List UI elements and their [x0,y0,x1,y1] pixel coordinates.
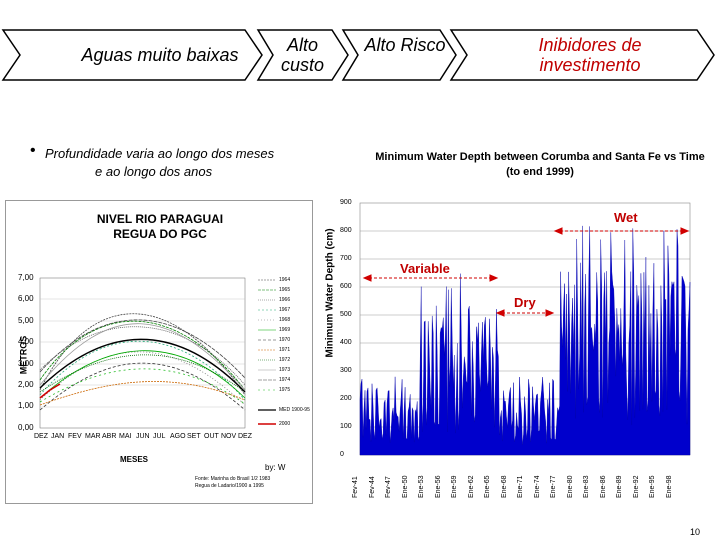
left-chart-footnote-1: Fonte: Marinha do Brasil 1/2 1983 [195,476,271,482]
chevron-shape-4 [449,29,715,81]
right-ytick: 900 [340,199,352,206]
left-series-1968 [39,351,246,406]
left-series-curves [39,313,246,411]
left-ytick: 4,00 [18,337,34,347]
page-number: 10 [690,527,701,537]
left-legend-entry: 1974 [279,377,291,383]
chevron-label-1: Aguas muito baixas [81,45,239,65]
left-xtick: DEZ [34,433,48,440]
left-series-1965 [39,320,246,391]
left-legend-entry: 1968 [279,317,291,323]
left-chart-title: NIVEL RIO PARAGUAI REGUA DO PGC [70,212,250,242]
right-ytick: 800 [340,227,352,234]
left-xtick: FEV [68,433,82,440]
right-chart-title-2: (to end 1999) [506,166,574,178]
left-xtick: NOV [221,433,237,440]
left-series-1972 [39,354,246,393]
annotation-arrows [362,227,690,317]
bullet-dot: • [30,142,36,159]
left-chart-xlabel: MESES [120,455,149,464]
left-ytick: 0,00 [18,422,34,432]
left-chart-title-1: NIVEL RIO PARAGUAI [96,212,224,226]
left-series-med [39,338,246,393]
left-xtick: JUL [153,433,166,440]
left-legend-entry: 1969 [279,327,291,333]
chevron-shape-1 [1,29,263,81]
left-chart-byline: by: W [265,463,286,472]
right-ytick: 400 [340,339,352,346]
right-chart-title: Minimum Water Depth between Corumba and … [370,150,710,180]
left-series-1969 [39,350,246,399]
left-series-1970 [39,362,246,411]
left-series-1971 [39,381,246,406]
left-legend-entry: MED 1900-95 [279,407,310,413]
bullet-line-1: Profundidade varia ao longo dos meses [45,146,275,161]
chevron-label-2: Alto custo [280,35,325,75]
header-chevron-bar [1,29,715,81]
right-ytick: 300 [340,367,352,374]
right-ytick: 500 [340,311,352,318]
left-xtick: AGO [170,433,186,440]
right-ytick: 700 [340,255,352,262]
left-xtick: ABR [102,433,117,440]
left-legend-entry: 1975 [279,387,291,393]
left-ytick: 1,00 [18,401,34,411]
left-ytick: 7,00 [18,273,34,282]
chevron-label-3: Alto Risco [364,35,446,55]
depth-area-series [359,225,691,456]
left-chart-footnote: Fonte: Marinha do Brasil 1/2 1983 Regua … [195,476,270,490]
annotation-variable: Variable [400,261,450,276]
left-chart-frame [5,200,313,504]
left-xtick: JAN [51,433,65,440]
chevron-shape-3 [341,29,457,81]
right-ytick: 600 [340,283,352,290]
left-legend-entry: 1966 [279,297,291,303]
left-xtick: MAI [119,433,132,440]
left-legend-entry: 1971 [279,347,291,353]
left-series-1973 [39,323,246,391]
left-legend-entry: 1965 [279,287,291,293]
left-legend-lines [258,279,276,425]
annotation-dry: Dry [514,295,536,310]
bullet-line-2: e ao longo dos anos [95,164,213,179]
left-plot-area [39,277,246,429]
right-ytick: 0 [340,451,344,458]
left-series-1967 [39,341,246,401]
chevron-shape-2 [256,29,349,81]
left-chart-footnote-2: Regua de Ladario/1900 a 1995 [195,483,264,489]
left-ytick: 2,00 [18,380,34,389]
right-gridlines [360,230,690,428]
annotation-wet: Wet [614,210,638,225]
right-ytick: 100 [340,423,352,430]
left-xtick: DEZ [238,433,252,440]
left-legend-entry: 1967 [279,307,291,313]
right-ytick: 200 [340,395,352,402]
left-chart-title-2: REGUA DO PGC [113,227,207,241]
left-series-1974 [39,319,246,379]
left-series-1966 [39,326,246,386]
left-xtick: JUN [136,433,150,440]
chevron-label-4: Inibidores de investimento [538,35,642,75]
right-chart-title-1: Minimum Water Depth between Corumba and … [375,151,705,163]
left-ytick: 5,00 [18,315,34,325]
left-legend-entry: 2000 [279,421,291,427]
left-ytick: 3,00 [18,358,34,368]
left-legend-entry: 1970 [279,337,291,343]
left-series-2000 [39,383,61,399]
left-ytick: 6,00 [18,294,34,304]
left-legend-entry: 1973 [279,367,291,373]
left-xtick: MAR [85,433,101,440]
left-legend-entry: 1964 [279,277,291,283]
left-xtick: SET [187,433,201,440]
left-xtick: OUT [204,433,219,440]
left-legend-entry: 1972 [279,357,291,363]
